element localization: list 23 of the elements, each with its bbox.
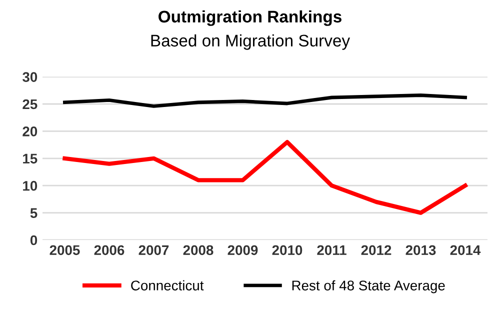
x-tick-label: 2014 (450, 245, 481, 256)
y-tick-label: 30 (22, 72, 38, 82)
y-tick-label: 20 (22, 126, 38, 136)
y-tick-label: 25 (22, 99, 38, 110)
x-tick-label: 2013 (406, 245, 436, 256)
x-tick-label: 2008 (183, 245, 214, 256)
x-tick-label: 2005 (50, 245, 80, 256)
x-tick-label: 2006 (94, 245, 124, 256)
x-tick-label: 2009 (228, 245, 258, 256)
x-tick-label: 2012 (361, 245, 392, 256)
chart-title: Outmigration Rankings (158, 10, 342, 26)
line-series (63, 94, 467, 108)
line-series (62, 140, 468, 215)
x-tick-label: 2007 (138, 245, 169, 256)
y-tick-label: 5 (30, 208, 38, 218)
x-tick-label: 2010 (272, 245, 302, 256)
chart-subtitle: Based on Migration Survey (151, 34, 350, 50)
y-tick-label: 10 (23, 180, 38, 191)
legend-label: Connecticut (131, 280, 204, 290)
y-tick-label: 15 (23, 154, 38, 164)
x-tick-label: 2011 (317, 245, 346, 256)
legend-label: Rest of 48 State Average (292, 280, 445, 294)
y-tick-label: 0 (30, 235, 38, 246)
